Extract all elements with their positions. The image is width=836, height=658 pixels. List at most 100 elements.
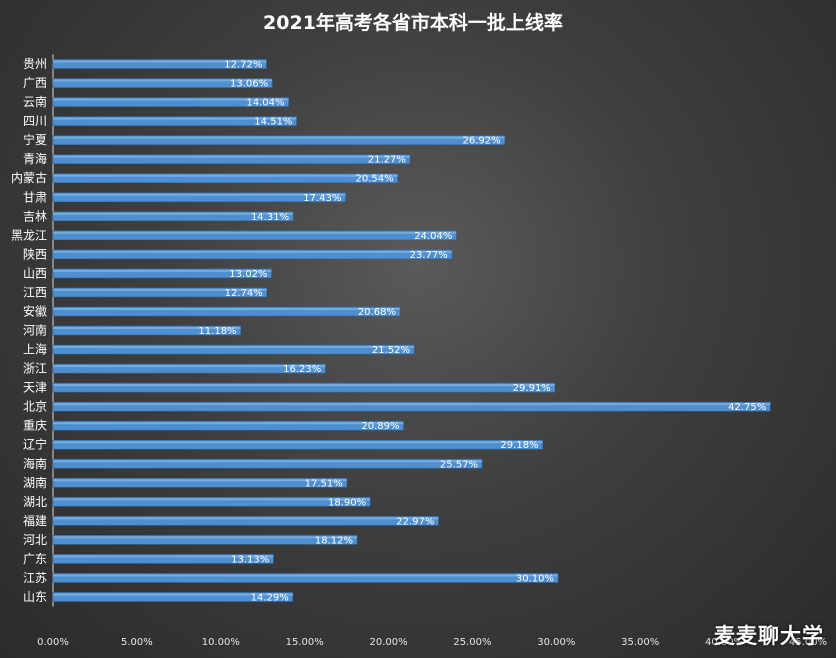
bar-highlight — [53, 288, 267, 291]
bar-浙江 — [52, 363, 326, 374]
bar-福建 — [52, 516, 439, 526]
bar-河南 — [52, 325, 241, 336]
bar-highlight — [53, 212, 294, 215]
category-label: 宁夏 — [23, 132, 47, 147]
bar-四川 — [52, 116, 297, 126]
category-label: 黑龙江 — [11, 228, 47, 242]
bar-河北 — [52, 535, 358, 545]
data-label: 42.75% — [728, 402, 766, 413]
bar-湖北 — [52, 497, 371, 507]
category-label: 江苏 — [23, 571, 47, 585]
data-labels: 12.72% 13.06% 14.04% 14.51% 26.92% 21.27% 20.5… — [198, 60, 766, 604]
data-label: 11.18% — [198, 326, 236, 337]
bar-highlight — [53, 231, 457, 234]
chart-title: 2021年高考各省市本科一批上线率 — [263, 11, 563, 34]
bar-吉林 — [52, 211, 294, 222]
data-label: 18.12% — [315, 535, 353, 546]
data-label: 16.23% — [283, 364, 321, 375]
data-label: 13.06% — [230, 79, 268, 90]
bar-辽宁 — [52, 439, 543, 450]
data-label: 22.97% — [396, 516, 434, 527]
category-label: 北京 — [23, 400, 47, 414]
bar-江苏 — [52, 573, 559, 583]
bar-highlight — [53, 174, 398, 177]
category-labels: 贵州广西云南四川宁夏青海内蒙古甘肃吉林黑龙江陕西山西江西安徽河南上海浙江天津北京… — [11, 57, 47, 604]
bar-北京 — [52, 401, 771, 412]
bar-江西 — [52, 287, 268, 298]
bar-highlight — [53, 460, 483, 463]
x-tick-label: 0.00% — [37, 637, 69, 648]
data-label: 25.57% — [440, 459, 478, 470]
data-label: 13.13% — [231, 554, 269, 565]
data-label: 24.04% — [414, 231, 452, 242]
data-label: 23.77% — [410, 250, 448, 261]
data-label: 30.10% — [516, 573, 554, 584]
category-label: 陕西 — [23, 246, 47, 261]
category-label: 贵州 — [23, 57, 47, 71]
data-label: 17.51% — [305, 478, 343, 489]
x-axis-tick-labels: 0.00% 5.00% 10.00% 15.00% 20.00% 25.00% 30.00%… — [37, 637, 827, 648]
x-tick-label: 45.00% — [789, 637, 827, 648]
bar-highlight — [53, 307, 400, 310]
data-label: 12.72% — [224, 60, 262, 71]
bar-highlight — [53, 136, 505, 139]
data-label: 13.02% — [229, 269, 267, 280]
bar-highlight — [53, 403, 771, 406]
bar-广东 — [52, 554, 274, 564]
category-label: 广东 — [23, 552, 47, 566]
data-label: 29.18% — [500, 440, 538, 451]
bar-重庆 — [52, 420, 404, 431]
bar-highlight — [53, 60, 267, 63]
category-label: 上海 — [23, 342, 47, 357]
category-label: 青海 — [23, 151, 47, 166]
bar-highlight — [53, 555, 274, 558]
data-label: 14.51% — [254, 117, 292, 128]
bar-海南 — [52, 458, 483, 469]
x-tick-label: 35.00% — [621, 637, 659, 648]
data-label: 21.27% — [368, 155, 406, 166]
data-label: 17.43% — [303, 193, 341, 204]
category-label: 辽宁 — [23, 437, 47, 452]
bar-highlight — [53, 250, 452, 253]
data-label: 20.68% — [358, 307, 396, 318]
category-label: 湖南 — [23, 475, 47, 490]
bar-highlight — [53, 422, 404, 425]
bar-安徽 — [52, 306, 401, 317]
data-label: 14.29% — [251, 593, 289, 604]
category-label: 云南 — [23, 94, 47, 109]
category-label: 江西 — [23, 285, 47, 299]
category-label: 山东 — [23, 590, 47, 604]
x-tick-label: 15.00% — [286, 637, 324, 648]
x-tick-label: 5.00% — [121, 637, 153, 648]
x-tick-label: 25.00% — [453, 637, 491, 648]
bar-highlight — [53, 593, 293, 596]
bars-layer — [52, 59, 771, 602]
bar-highlight — [53, 517, 439, 520]
category-label: 四川 — [23, 114, 47, 128]
data-label: 14.31% — [251, 212, 289, 223]
x-tick-label: 30.00% — [537, 637, 575, 648]
data-label: 20.89% — [361, 421, 399, 432]
category-label: 河南 — [23, 323, 47, 338]
bar-highlight — [53, 346, 415, 349]
category-label: 福建 — [23, 513, 47, 528]
bar-highlight — [53, 384, 555, 387]
category-label: 内蒙古 — [11, 170, 47, 185]
bar-黑龙江 — [52, 230, 457, 241]
data-label: 20.54% — [355, 174, 393, 185]
category-label: 海南 — [23, 456, 47, 471]
bar-highlight — [53, 574, 559, 577]
bar-highlight — [53, 441, 543, 444]
bar-云南 — [52, 97, 289, 107]
bar-highlight — [53, 193, 346, 196]
bar-highlight — [53, 365, 326, 368]
watermark-text: 麦麦聊大学 — [714, 624, 824, 648]
bar-highlight — [53, 479, 347, 482]
category-label: 山西 — [23, 266, 47, 280]
data-label: 21.52% — [372, 345, 410, 356]
category-label: 湖北 — [23, 494, 47, 509]
data-label: 18.90% — [328, 497, 366, 508]
category-label: 河北 — [23, 533, 47, 547]
category-label: 浙江 — [23, 362, 47, 376]
bar-天津 — [52, 382, 556, 393]
